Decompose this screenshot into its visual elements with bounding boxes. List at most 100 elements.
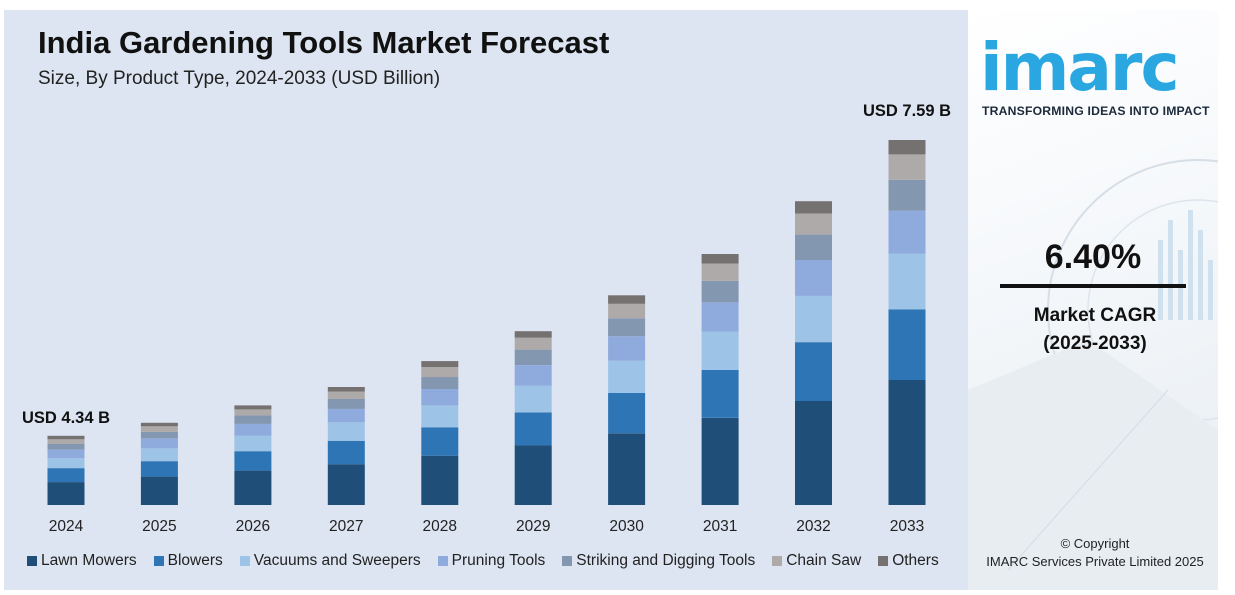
legend-swatch [772,556,783,566]
legend-label: Pruning Tools [451,552,546,569]
bar-segment-2027-chain-saw [327,391,365,399]
bar-segment-2026-striking-and-digging-tools [234,415,272,424]
bar-segment-2027-vacuums-and-sweepers [327,422,365,441]
cagr-divider [1000,284,1186,288]
bar-segment-2030-lawn-mowers [608,433,646,505]
bar-segment-2029-chain-saw [514,337,552,350]
bar-segment-2028-striking-and-digging-tools [421,377,459,389]
bar-segment-2033-others [888,140,926,155]
bar-segment-2027-striking-and-digging-tools [327,398,365,409]
imarc-logo: imarc [980,29,1180,103]
bar-segment-2026-vacuums-and-sweepers [234,435,272,452]
brand-panel: imarc TRANSFORMING IDEAS INTO IMPACT 6.4… [968,10,1218,590]
legend-swatch [437,556,448,566]
bar-segment-2026-lawn-mowers [234,470,272,505]
bar-segment-2029-blowers [514,412,552,446]
annotation-start-value: USD 4.34 B [22,409,110,427]
bar-segment-2029-others [514,331,552,338]
legend-item-striking-and-digging-tools: Striking and Digging Tools [562,552,755,570]
cagr-label-line1: Market CAGR [1033,305,1157,326]
bar-segment-2029-pruning-tools [514,365,552,386]
legend-label: Chain Saw [786,552,862,569]
bar-segment-2024-blowers [47,468,85,482]
bar-segment-2033-blowers [888,309,926,380]
bar-segment-2024-vacuums-and-sweepers [47,458,85,469]
bar-segment-2032-pruning-tools [795,260,832,296]
x-tick-label-2025: 2025 [142,518,176,535]
bar-segment-2030-pruning-tools [608,336,646,361]
legend-item-chain-saw: Chain Saw [772,552,861,570]
bar-segment-2028-lawn-mowers [421,455,459,505]
bar-segment-2027-pruning-tools [327,408,365,423]
cagr-label-line2: (2025-2033) [1043,333,1147,354]
bar-segment-2025-vacuums-and-sweepers [140,448,178,462]
legend-label: Lawn Mowers [41,552,137,569]
bar-segment-2024-others [47,435,85,440]
bars-layer [47,140,926,505]
bar-segment-2032-striking-and-digging-tools [795,234,832,260]
bar-segment-2031-chain-saw [701,263,739,281]
bar-segment-2033-pruning-tools [888,210,926,254]
bar-segment-2028-vacuums-and-sweepers [421,405,459,428]
bar-segment-2031-pruning-tools [701,302,739,332]
bar-segment-2028-pruning-tools [421,389,459,406]
bar-segment-2025-lawn-mowers [140,476,178,505]
legend-item-vacuums-and-sweepers: Vacuums and Sweepers [239,552,421,570]
bar-segment-2029-striking-and-digging-tools [514,349,552,365]
legend-swatch [239,556,250,566]
legend-swatch [878,556,889,566]
bar-segment-2027-others [327,387,365,392]
bar-segment-2031-others [701,254,739,264]
chart-title: India Gardening Tools Market Forecast [38,25,610,60]
bar-segment-2031-blowers [701,370,739,418]
bar-segment-2030-blowers [608,392,646,434]
x-tick-label-2032: 2032 [796,518,830,535]
x-axis-ticks: 2024 2025 2026 2027 2028 2029 2030 2031 2032 2033 [49,518,924,535]
x-tick-label-2024: 2024 [49,518,84,535]
bar-segment-2031-vacuums-and-sweepers [701,331,739,370]
copyright-notice: © Copyright IMARC Services Private Limit… [968,535,1218,571]
legend-label: Vacuums and Sweepers [253,552,421,569]
legend-swatch [153,556,164,566]
x-tick-label-2026: 2026 [236,518,270,535]
bar-segment-2031-lawn-mowers [701,417,739,505]
legend-label: Others [892,552,939,569]
logo-wordmark: imarc [980,29,1178,103]
bar-segment-2032-blowers [795,342,832,401]
bar-segment-2024-chain-saw [47,439,85,444]
bar-segment-2028-chain-saw [421,367,459,378]
x-tick-label-2030: 2030 [609,518,644,535]
legend-label: Blowers [167,552,223,569]
cagr-value: 6.40% [1044,238,1142,276]
legend-item-blowers: Blowers [153,552,223,570]
bar-segment-2027-lawn-mowers [327,464,365,505]
legend-label: Striking and Digging Tools [576,552,756,569]
bar-segment-2025-striking-and-digging-tools [140,431,178,439]
bar-segment-2026-chain-saw [234,409,272,416]
bar-segment-2033-vacuums-and-sweepers [888,253,926,310]
background-chart-graphic [968,159,1218,590]
bar-segment-2024-lawn-mowers [47,482,85,505]
bar-segment-2026-pruning-tools [234,423,272,436]
bar-segment-2028-others [421,361,459,368]
legend-item-others: Others [878,552,939,570]
bar-segment-2033-lawn-mowers [888,380,926,505]
legend-item-pruning-tools: Pruning Tools [437,552,546,570]
cagr-label: Market CAGR (2025-2033) [968,302,1218,358]
bar-segment-2027-blowers [327,440,365,465]
bar-segment-2026-others [234,405,272,410]
legend-swatch [562,556,573,566]
bar-segment-2025-pruning-tools [140,438,178,449]
bar-segment-2025-chain-saw [140,426,178,432]
chart-legend: Lawn Mowers Blowers Vacuums and Sweepers Pr… [27,552,939,570]
copyright-line1: © Copyright [1060,536,1130,551]
bar-segment-2024-pruning-tools [47,449,85,459]
brand-tagline: TRANSFORMING IDEAS INTO IMPACT [982,104,1210,118]
bar-segment-2030-vacuums-and-sweepers [608,360,646,393]
bar-segment-2024-striking-and-digging-tools [47,443,85,450]
legend-swatch [27,556,37,566]
copyright-line2: IMARC Services Private Limited 2025 [986,554,1204,569]
bar-segment-2026-blowers [234,451,272,471]
bar-segment-2033-chain-saw [888,154,926,180]
bar-segment-2029-vacuums-and-sweepers [514,385,552,413]
